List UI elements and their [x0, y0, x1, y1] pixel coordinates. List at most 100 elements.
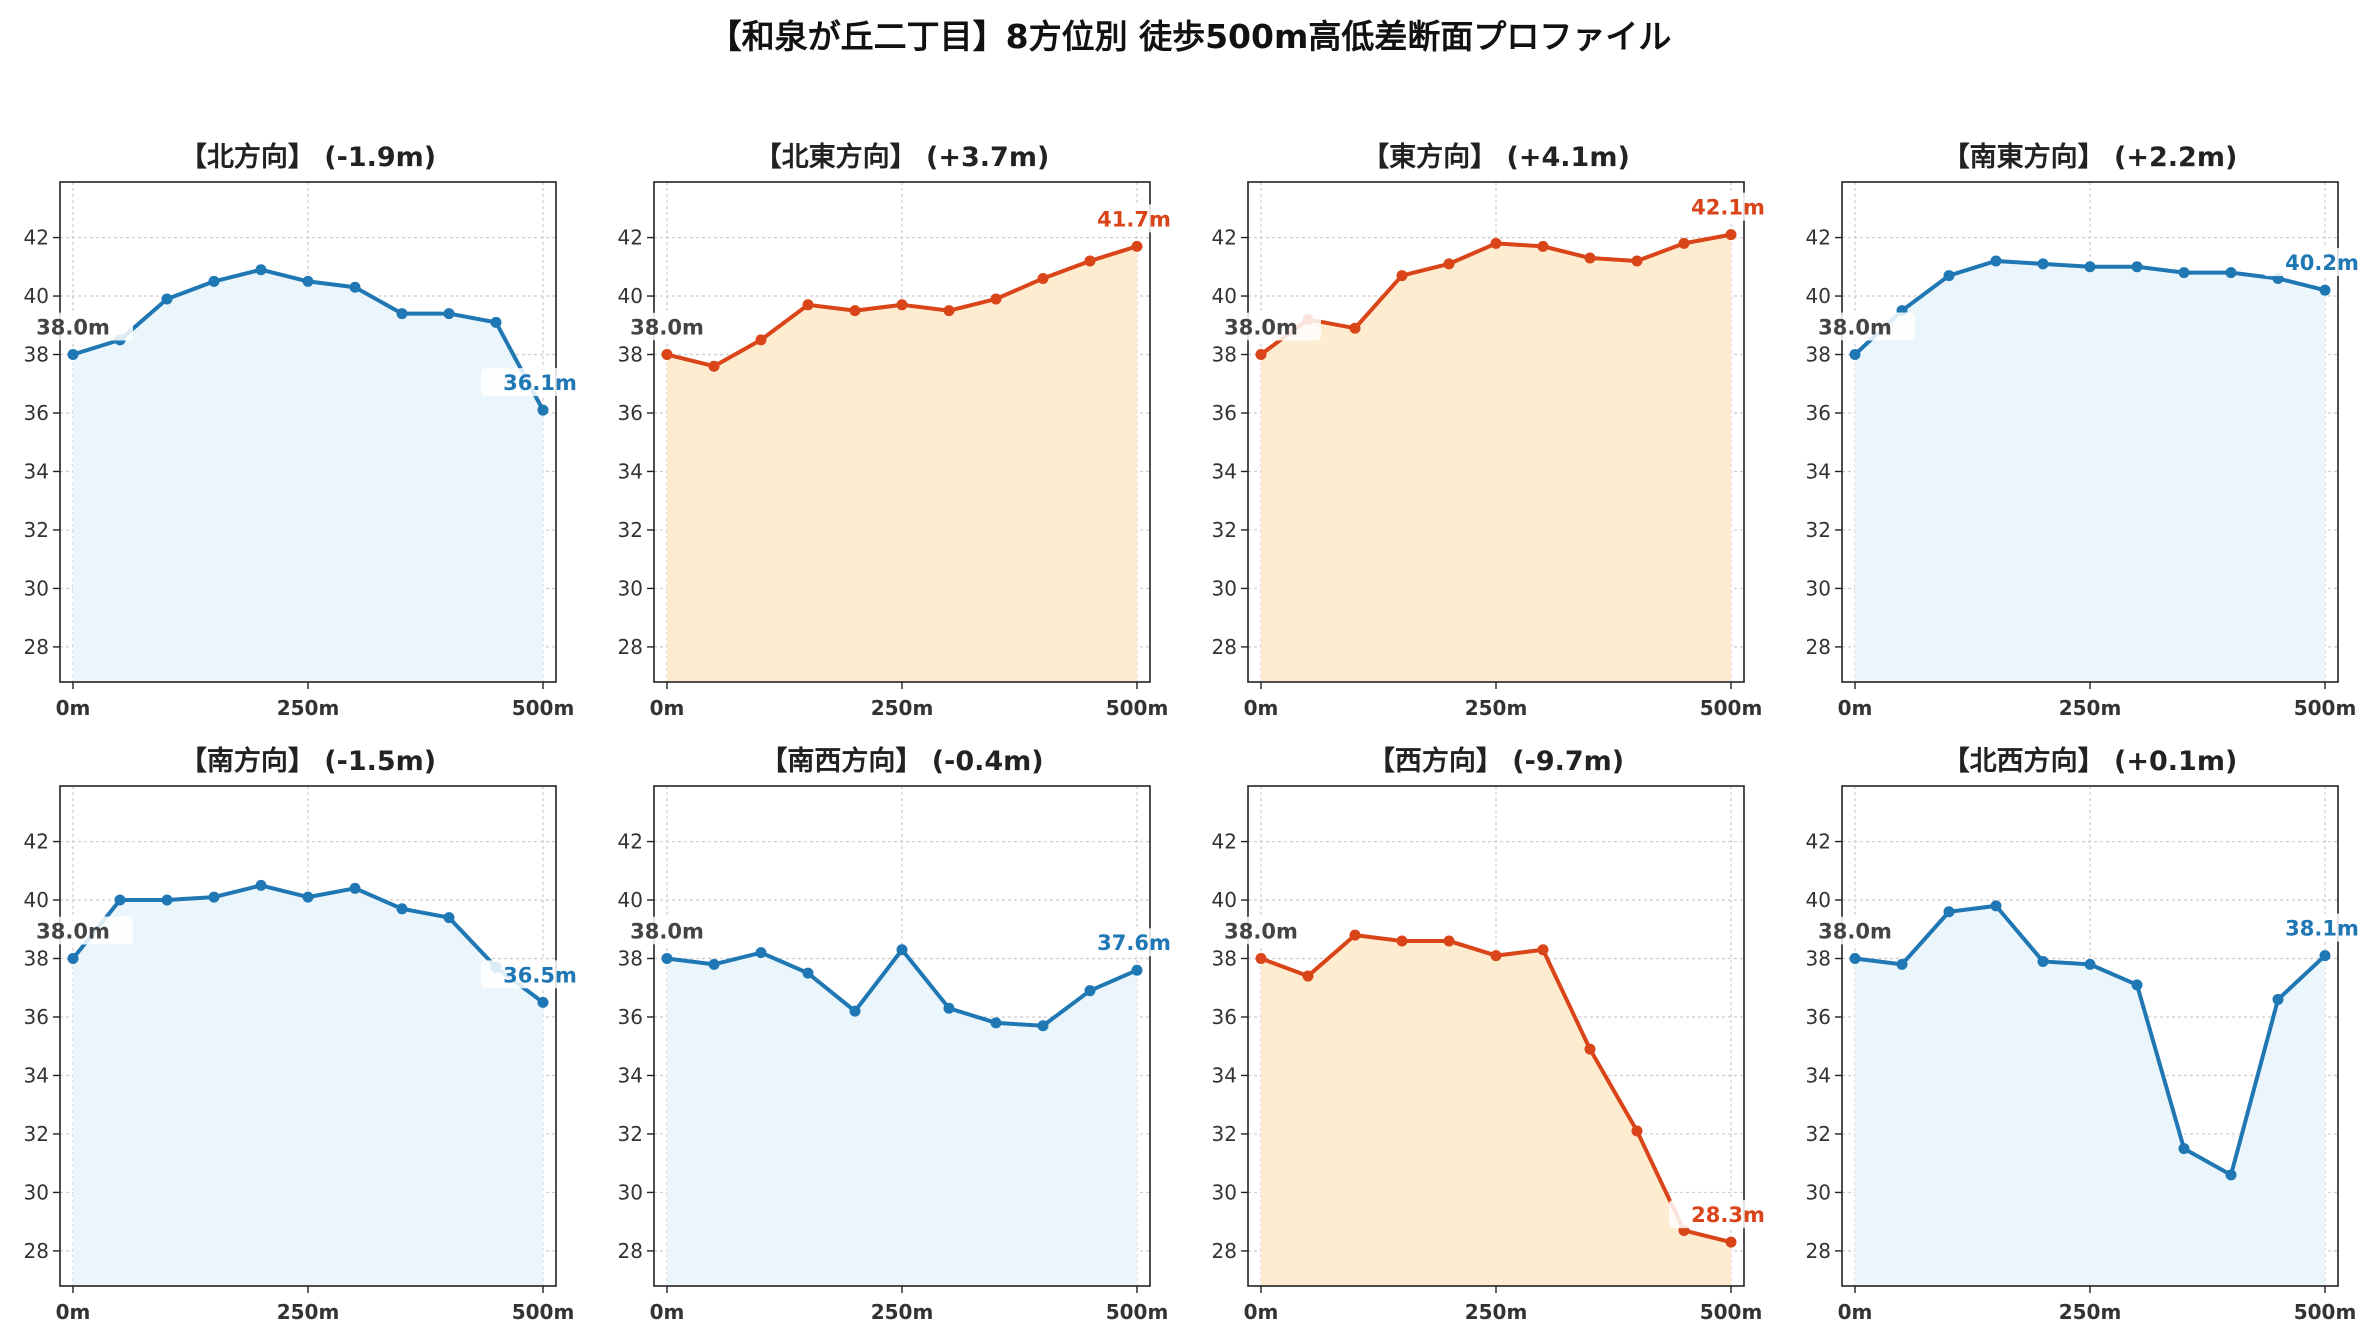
- y-tick-label: 30: [24, 1180, 49, 1204]
- y-tick-label: 38: [618, 947, 643, 971]
- x-tick-label: 0m: [1838, 1300, 1873, 1324]
- x-tick-label: 500m: [1700, 1300, 1763, 1324]
- data-point: [443, 912, 455, 924]
- data-point: [443, 308, 455, 320]
- data-point: [2225, 1169, 2237, 1181]
- x-tick-label: 0m: [1838, 696, 1873, 720]
- data-point: [2319, 950, 2331, 962]
- x-tick-label: 0m: [1244, 1300, 1279, 1324]
- end-label-bg: [1075, 928, 1165, 957]
- x-tick-label: 500m: [512, 1300, 575, 1324]
- y-tick-label: 28: [24, 635, 49, 659]
- data-point: [2272, 993, 2284, 1005]
- data-point: [708, 958, 720, 970]
- x-tick-label: 250m: [277, 1300, 340, 1324]
- data-point: [990, 293, 1002, 305]
- start-label: 38.0m: [630, 316, 704, 340]
- x-tick-label: 0m: [650, 1300, 685, 1324]
- area-fill: [1261, 234, 1731, 682]
- y-tick-label: 42: [1806, 830, 1831, 854]
- end-label: 40.2m: [2285, 251, 2359, 275]
- y-tick-label: 30: [618, 576, 643, 600]
- start-label-bg: [651, 312, 727, 341]
- y-tick-label: 40: [618, 888, 643, 912]
- chart-panel-5: 【南西方向】 (-0.4m) 28 30 32 34 36 38 40 42 0m 250m 500m…: [618, 745, 1171, 1324]
- y-tick-label: 42: [24, 226, 49, 250]
- start-label: 38.0m: [630, 920, 704, 944]
- end-label: 38.1m: [2285, 917, 2359, 941]
- y-tick-label: 32: [1806, 1122, 1831, 1146]
- area-fill: [1855, 260, 2325, 682]
- panel-title: 【南東方向】 (+2.2m): [1943, 141, 2238, 173]
- y-tick-label: 38: [24, 343, 49, 367]
- y-tick-label: 28: [618, 635, 643, 659]
- y-tick-label: 30: [618, 1180, 643, 1204]
- area-fill: [667, 246, 1137, 682]
- y-tick-label: 38: [1806, 947, 1831, 971]
- panel-title: 【北東方向】 (+3.7m): [755, 141, 1050, 173]
- start-label: 38.0m: [1818, 316, 1892, 340]
- chart-panel-1: 【北東方向】 (+3.7m) 28 30 32 34 36 38 40 42 0m 250m 500m…: [618, 141, 1171, 720]
- data-point: [1943, 270, 1955, 282]
- start-label: 38.0m: [1224, 316, 1298, 340]
- x-tick-label: 0m: [56, 696, 91, 720]
- data-point: [802, 967, 814, 979]
- start-label: 38.0m: [1224, 920, 1298, 944]
- data-point: [1131, 964, 1143, 976]
- y-tick-label: 42: [1212, 226, 1237, 250]
- data-point: [1084, 255, 1096, 267]
- y-tick-label: 34: [1212, 1063, 1237, 1087]
- data-point: [490, 316, 502, 328]
- data-point: [2131, 261, 2143, 273]
- data-point: [1725, 229, 1737, 241]
- end-label-bg: [1669, 192, 1759, 221]
- y-tick-label: 40: [24, 284, 49, 308]
- y-tick-label: 42: [618, 226, 643, 250]
- data-point: [1443, 258, 1455, 270]
- y-tick-label: 32: [618, 1122, 643, 1146]
- data-point: [1302, 970, 1314, 982]
- data-point: [208, 891, 220, 903]
- data-point: [161, 293, 173, 305]
- start-label-bg: [1245, 916, 1321, 945]
- y-tick-label: 38: [24, 947, 49, 971]
- area-fill: [667, 949, 1137, 1286]
- data-point: [1631, 1125, 1643, 1137]
- area-fill: [1855, 905, 2325, 1286]
- y-tick-label: 34: [24, 459, 49, 483]
- y-tick-label: 40: [618, 284, 643, 308]
- data-point: [1678, 237, 1690, 249]
- start-label-bg: [651, 916, 727, 945]
- y-tick-label: 34: [1806, 459, 1831, 483]
- data-point: [537, 996, 549, 1008]
- y-tick-label: 42: [618, 830, 643, 854]
- x-tick-label: 250m: [2059, 1300, 2122, 1324]
- y-tick-label: 32: [1212, 518, 1237, 542]
- data-point: [1255, 953, 1267, 965]
- x-tick-label: 0m: [56, 1300, 91, 1324]
- data-point: [755, 334, 767, 346]
- data-point: [661, 349, 673, 361]
- y-tick-label: 36: [24, 1005, 49, 1029]
- start-label: 38.0m: [36, 920, 110, 944]
- panel-title: 【北西方向】 (+0.1m): [1943, 745, 2238, 777]
- data-point: [255, 879, 267, 891]
- data-point: [1896, 958, 1908, 970]
- data-point: [1990, 255, 2002, 267]
- data-point: [849, 1005, 861, 1017]
- y-tick-label: 28: [1212, 1239, 1237, 1263]
- end-label-bg: [1669, 1200, 1759, 1229]
- end-label-bg: [2263, 913, 2353, 942]
- start-label-bg: [1839, 916, 1915, 945]
- data-point: [896, 944, 908, 956]
- end-label: 28.3m: [1691, 1203, 1765, 1227]
- y-tick-label: 30: [1806, 1180, 1831, 1204]
- data-point: [2084, 261, 2096, 273]
- panel-title: 【南方向】 (-1.5m): [180, 745, 436, 777]
- data-point: [302, 275, 314, 287]
- chart-panel-4: 【南方向】 (-1.5m) 28 30 32 34 36 38 40 42 0m 250m 500m 3…: [24, 745, 577, 1324]
- x-tick-label: 500m: [1106, 696, 1169, 720]
- data-point: [1990, 900, 2002, 912]
- area-fill: [73, 269, 543, 682]
- x-tick-label: 0m: [1244, 696, 1279, 720]
